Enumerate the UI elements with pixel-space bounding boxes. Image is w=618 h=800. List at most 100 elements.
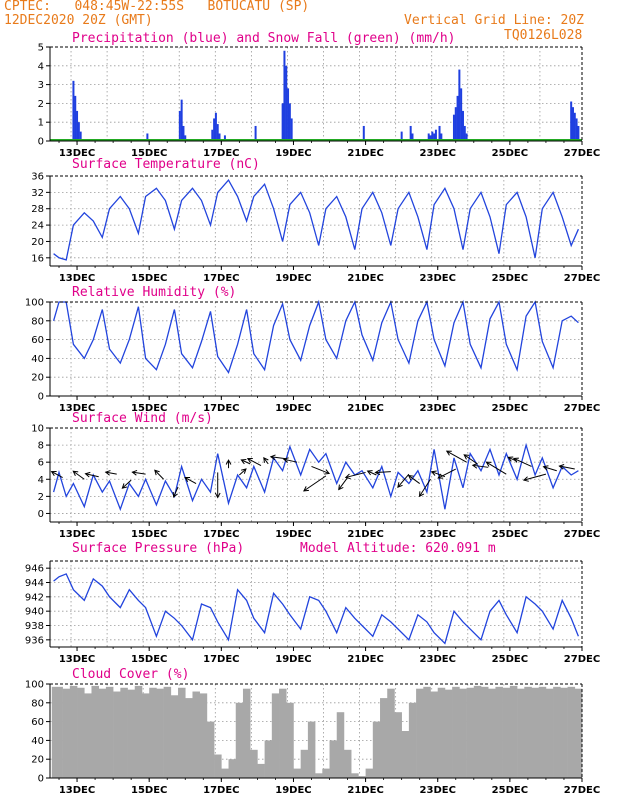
wind-vector [472,464,489,468]
cloud-cover-bar [315,773,323,778]
cloud-cover-bar [156,688,164,778]
cloud-cover-bar [206,721,215,778]
panel-2-xtick-label: 21DEC [347,273,383,284]
cloud-cover-bar [134,685,143,778]
panel-5-xtick-label: 13DEC [59,654,95,665]
precip-bar [213,118,216,141]
wind-vector [303,475,327,492]
panel-3-ytick-label: 0 [38,392,44,403]
cloud-cover-bar [459,688,467,778]
cloud-cover-bar [553,686,561,778]
precip-bar [433,133,436,141]
panel-4-xtick-label: 27DEC [564,529,600,540]
precip-bar [570,101,573,141]
precip-bar [577,125,580,141]
wind-arrowhead [303,486,309,492]
panel-5-xtick-label: 19DEC [275,654,311,665]
precip-bar [571,107,574,141]
panel-3-xtick-label: 13DEC [59,403,95,414]
panel-5-xtick-label: 21DEC [347,654,383,665]
precip-bar [146,133,149,141]
cloud-cover-bar [300,749,309,778]
wind-vector [408,475,420,484]
cloud-cover-bar [545,688,554,778]
wind-vector [446,450,467,463]
panel-1-xtick-label: 13DEC [59,148,95,159]
panel-1-xtick-label: 19DEC [275,148,311,159]
precip-bar [178,110,181,141]
precip-bar [409,125,412,141]
wind-arrowhead [374,469,381,476]
cloud-cover-bar [380,698,388,778]
cloud-cover-bar [351,773,359,778]
cloud-cover-bar [329,740,338,778]
wind-arrowhead [131,469,138,476]
wind-vector [72,470,85,480]
wind-arrowhead [522,476,529,482]
cloud-cover-bar [149,687,157,778]
panel-2-xtick-label: 27DEC [564,273,600,284]
wind-vector [283,458,298,463]
cloud-cover-bar [221,768,229,778]
panel-6-ytick-label: 80 [31,698,44,709]
panel-3-xtick-label: 17DEC [203,403,239,414]
cloud-cover-bar [408,702,417,778]
cloud-cover-bar [481,686,489,778]
header-model: TQ0126L028 [504,28,583,43]
panel-3-xtick-label: 25DEC [492,403,528,414]
precip-bar [211,129,214,141]
panel-5-ytick-label: 946 [25,564,44,575]
panel-6-ytick-label: 20 [31,755,44,766]
panel-3-ytick-label: 60 [31,335,44,346]
cloud-cover-bar [84,693,92,778]
wind-arrowhead [282,457,289,463]
cloud-cover-bar [444,689,453,778]
panel-4-xtick-label: 25DEC [492,529,528,540]
panel-6-xtick-label: 27DEC [564,785,600,796]
cloud-cover-bar [452,686,460,778]
precip-bar [465,133,468,141]
wind-vector [559,465,575,470]
wind-vector [513,457,532,467]
precip-bar [285,65,288,141]
cloud-cover-bar [271,693,280,778]
panel-1-ytick-label: 3 [38,80,44,91]
panel-4-ytick-label: 8 [38,441,44,452]
panel-3-ytick-label: 40 [31,354,44,365]
wind-vector [247,458,262,467]
wind-arrowhead [366,470,373,476]
cloud-cover-bar [163,686,172,778]
panel-2-series-line [53,178,579,261]
cloud-cover-bar [509,685,518,778]
cloud-cover-bar [336,712,345,778]
panel-2-ytick-label: 28 [31,204,44,215]
cloud-cover-bar [430,691,439,778]
panel-4-xtick-label: 19DEC [275,529,311,540]
wind-arrowhead [72,470,79,477]
panel-4-title: Surface Wind (m/s) [72,411,213,426]
panel-2-title: Surface Temperature (nC) [72,157,260,172]
cloud-cover-bar [488,688,496,778]
wind-vector [397,473,410,488]
precip-bar [77,122,80,141]
precip-bar [440,133,443,141]
cloud-cover-bar [307,721,316,778]
precip-bar [452,114,455,141]
panel-6-xtick-label: 19DEC [275,785,311,796]
panel-5-xtick-label: 17DEC [203,654,239,665]
panel-1-ytick-label: 0 [38,137,44,148]
panel-4-xtick-label: 13DEC [59,529,95,540]
panel-3-xtick-label: 21DEC [347,403,383,414]
cloud-cover-bar [250,749,258,778]
wind-arrowhead [84,471,91,478]
cloud-cover-bar [372,721,381,778]
panel-5-xtick-label: 15DEC [131,654,167,665]
cloud-cover-bar [214,754,222,778]
wind-arrowhead [214,492,221,499]
header-run: 12DEC2020 20Z (GMT) [4,13,153,28]
panel-2-xtick-label: 17DEC [203,273,239,284]
panel-1-xtick-label: 15DEC [131,148,167,159]
panel-6-xtick-label: 13DEC [59,785,95,796]
wind-arrowhead [507,456,514,462]
cloud-cover-bar [185,698,193,778]
